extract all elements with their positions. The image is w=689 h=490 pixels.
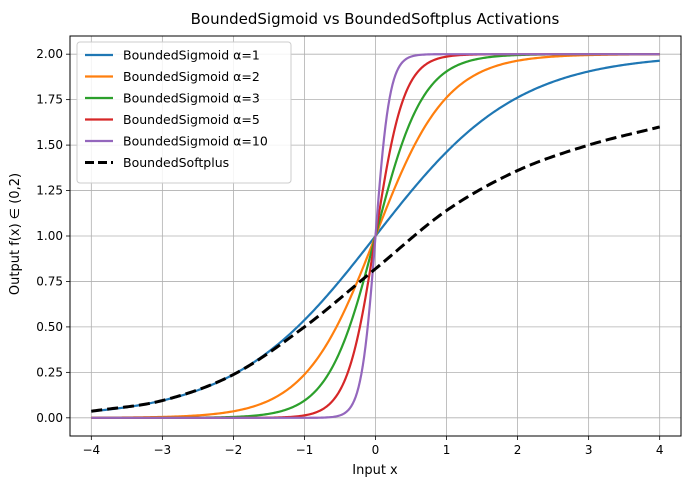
y-tick-label: 0.25 [36,365,63,379]
chart-title: BoundedSigmoid vs BoundedSoftplus Activa… [191,10,560,28]
x-tick-label: 3 [585,443,593,457]
legend-box [76,41,292,184]
y-tick-label: 0.50 [36,320,63,334]
x-tick-label: 1 [443,443,451,457]
y-tick-label: 1.00 [36,229,63,243]
legend-label: BoundedSigmoid α=2 [123,69,260,84]
x-tick-label: 2 [514,443,522,457]
y-tick-label: 1.25 [36,184,63,198]
legend-label: BoundedSigmoid α=3 [123,91,260,106]
ticks: −4 −3 −2 −1 0 1 2 3 4 0.00 0.25 0.50 0.75 1.00 1.25 1.5… [36,47,663,457]
x-tick-label: 4 [656,443,664,457]
y-tick-label: 2.00 [36,47,63,61]
x-tick-label: −1 [296,443,314,457]
legend-label: BoundedSigmoid α=10 [123,134,268,149]
x-tick-label: −2 [225,443,243,457]
y-tick-label: 1.50 [36,138,63,152]
x-tick-label: −4 [82,443,100,457]
y-tick-label: 1.75 [36,93,63,107]
legend-label: BoundedSigmoid α=5 [123,112,260,127]
series-line-5 [91,125,661,413]
y-tick-label: 0.75 [36,274,63,288]
series-line-4 [91,53,660,419]
series-layer [91,53,661,419]
x-tick-label: 0 [372,443,380,457]
y-tick-label: 0.00 [36,411,63,425]
legend-label: BoundedSigmoid α=1 [123,48,260,63]
x-tick-label: −3 [154,443,172,457]
y-axis-label: Output f(x) ∈ (0,2) [8,173,23,295]
legend: BoundedSigmoid α=1 BoundedSigmoid α=2 Boun… [76,41,292,184]
legend-label: BoundedSoftplus [123,155,229,170]
x-axis-label: Input x [352,463,398,478]
